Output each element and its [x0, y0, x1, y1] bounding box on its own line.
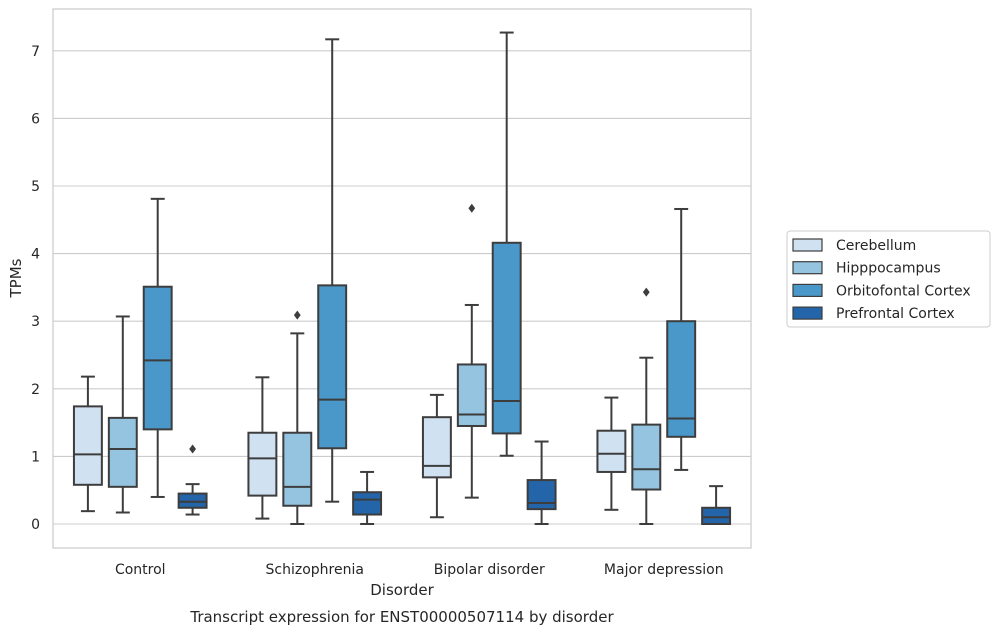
iqr-box — [177, 492, 208, 509]
y-tick-labels: 0 1 2 3 4 5 6 7 — [31, 44, 40, 533]
iqr-box — [456, 363, 487, 427]
y-tick-label: 4 — [31, 247, 40, 263]
outlier-point — [468, 203, 476, 213]
legend-label: Hipppocampus — [836, 261, 941, 277]
legend-swatch — [792, 238, 823, 252]
iqr-box — [142, 285, 173, 431]
box-orbitofontal-cortex — [491, 31, 522, 457]
box-cerebellum — [596, 396, 627, 511]
iqr-box — [282, 431, 313, 507]
box-orbitofontal-cortex — [317, 38, 348, 503]
iqr-box — [72, 405, 103, 486]
y-tick-label: 6 — [31, 111, 40, 127]
y-tick-label: 5 — [31, 179, 40, 195]
iqr-box — [491, 241, 522, 435]
iqr-box — [107, 416, 138, 488]
box-prefrontal-cortex — [701, 485, 732, 525]
box-prefrontal-cortex — [526, 440, 557, 525]
outlier-point — [189, 444, 196, 454]
legend-swatch — [792, 306, 823, 320]
chart-title: Transcript expression for ENST0000050711… — [189, 608, 614, 626]
legend-swatch — [792, 261, 823, 275]
box-hipppocampus — [282, 310, 313, 525]
legend-label: Cerebellum — [836, 238, 916, 254]
legend-label: Orbitofontal Cortex — [836, 283, 971, 299]
y-tick-label: 3 — [31, 314, 40, 330]
box-cerebellum — [421, 393, 452, 519]
box-hipppocampus — [107, 315, 138, 514]
box-cerebellum — [72, 375, 103, 513]
x-tick-label: Bipolar disorder — [434, 562, 545, 578]
iqr-box — [666, 320, 697, 438]
legend-frame — [786, 230, 991, 328]
iqr-box — [631, 423, 662, 491]
box-prefrontal-cortex — [177, 444, 208, 516]
x-tick-label: Schizophrenia — [266, 562, 364, 578]
y-tick-label: 1 — [31, 449, 40, 465]
legend-label: Prefrontal Cortex — [836, 306, 955, 322]
x-tick-labels: Control Schizophrenia Bipolar disorder Majo… — [115, 562, 724, 578]
iqr-box — [701, 506, 732, 525]
x-tick-label: Major depression — [604, 562, 724, 578]
plot-frame — [52, 8, 752, 549]
outlier-point — [642, 287, 650, 297]
box-orbitofontal-cortex — [666, 207, 697, 471]
box-cerebellum — [247, 376, 278, 520]
legend: Cerebellum Hipppocampus Orbitofontal Corte… — [786, 230, 991, 328]
iqr-box — [317, 284, 348, 450]
x-tick-label: Control — [115, 562, 166, 578]
y-tick-label: 7 — [31, 44, 40, 60]
y-axis-label: TPMs — [7, 258, 25, 298]
outlier-point — [293, 310, 301, 320]
box-hipppocampus — [456, 203, 487, 499]
iqr-box — [352, 491, 383, 516]
legend-swatch — [792, 283, 823, 297]
iqr-box — [247, 431, 278, 497]
box-hipppocampus — [631, 287, 662, 525]
x-axis-label: Disorder — [370, 581, 434, 599]
iqr-box — [526, 479, 557, 511]
y-tick-label: 2 — [31, 382, 40, 398]
iqr-box — [421, 416, 452, 479]
box-orbitofontal-cortex — [142, 197, 173, 498]
box-plots — [72, 31, 732, 525]
y-tick-label: 0 — [31, 517, 40, 533]
iqr-box — [596, 429, 627, 473]
box-prefrontal-cortex — [352, 470, 383, 525]
